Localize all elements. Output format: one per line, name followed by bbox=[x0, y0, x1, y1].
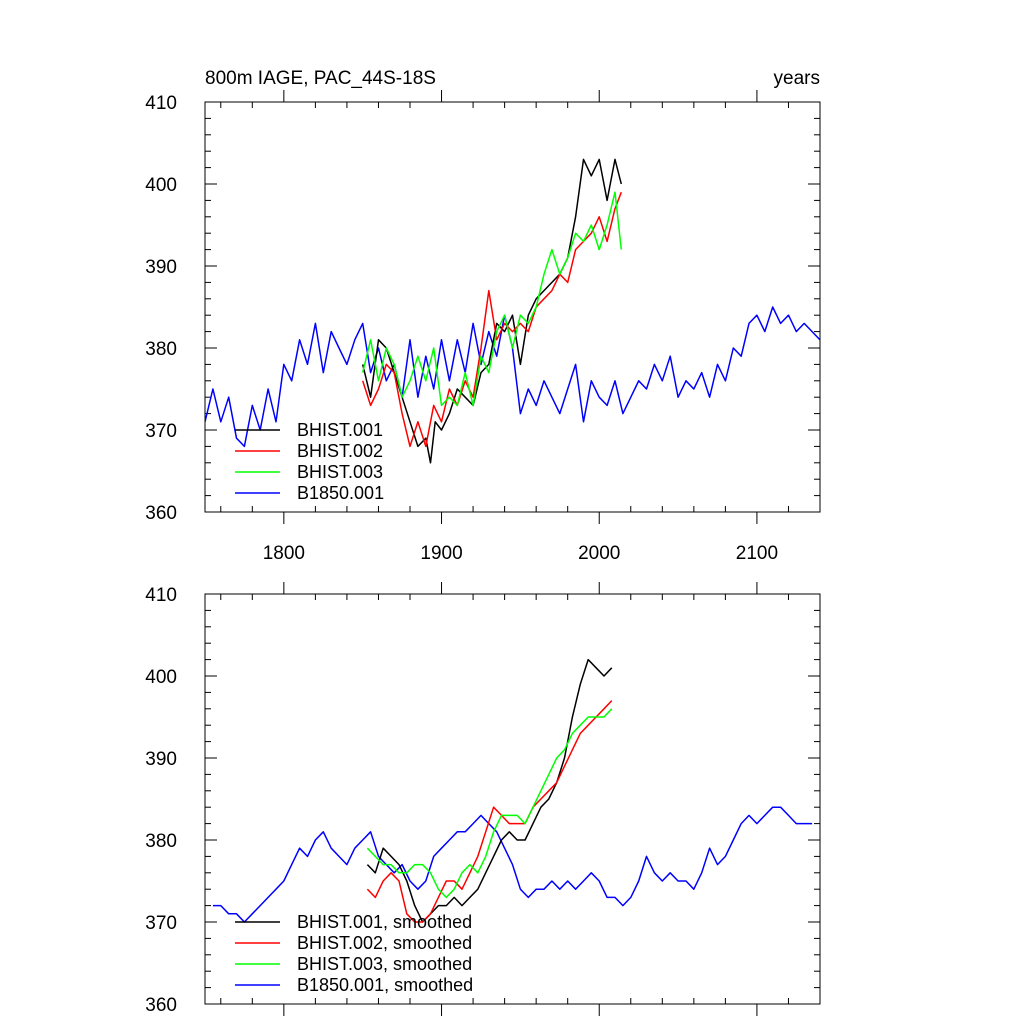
legend-label: BHIST.002 bbox=[297, 441, 383, 461]
y-tick-label: 370 bbox=[145, 913, 177, 934]
series-line-1 bbox=[361, 158, 623, 464]
y-tick-label: 360 bbox=[145, 995, 177, 1016]
series-line-2 bbox=[361, 191, 623, 448]
series-line-1 bbox=[366, 658, 613, 923]
y-tick-label: 410 bbox=[145, 585, 177, 606]
plot-frame bbox=[204, 101, 821, 513]
legend-label: B1850.001, smoothed bbox=[297, 975, 473, 995]
y-tick-label: 400 bbox=[145, 667, 177, 688]
plot-frame bbox=[204, 593, 821, 1005]
series-line-3 bbox=[361, 191, 623, 407]
legend-label: BHIST.003, smoothed bbox=[297, 954, 472, 974]
y-tick-label: 380 bbox=[145, 831, 177, 852]
x-tick-label: 2100 bbox=[736, 543, 778, 564]
chart-title: 800m IAGE, PAC_44S-18S bbox=[205, 68, 436, 89]
y-tick-label: 360 bbox=[145, 503, 177, 524]
y-tick-label: 400 bbox=[145, 175, 177, 196]
y-tick-label: 380 bbox=[145, 339, 177, 360]
legend-label: B1850.001 bbox=[297, 483, 384, 503]
y-tick-label: 370 bbox=[145, 421, 177, 442]
chart-panel-1: 800m IAGE, PAC_44S-18S years 360 370 380 390 4… bbox=[145, 68, 821, 564]
y-tick-label: 390 bbox=[145, 257, 177, 278]
x-tick-label: 2000 bbox=[578, 543, 620, 564]
x-tick-label: 1800 bbox=[263, 543, 305, 564]
y-tick-label: 390 bbox=[145, 749, 177, 770]
series-line-4 bbox=[212, 806, 813, 923]
legend-label: BHIST.003 bbox=[297, 462, 383, 482]
legend-label: BHIST.001 bbox=[297, 420, 383, 440]
y-tick-label: 410 bbox=[145, 93, 177, 114]
legend-label: BHIST.001, smoothed bbox=[297, 912, 472, 932]
legend-label: BHIST.002, smoothed bbox=[297, 933, 472, 953]
x-tick-label: 1900 bbox=[420, 543, 462, 564]
chart-units-label: years bbox=[774, 68, 820, 89]
series-line-2 bbox=[366, 700, 613, 923]
series-line-3 bbox=[366, 708, 613, 899]
